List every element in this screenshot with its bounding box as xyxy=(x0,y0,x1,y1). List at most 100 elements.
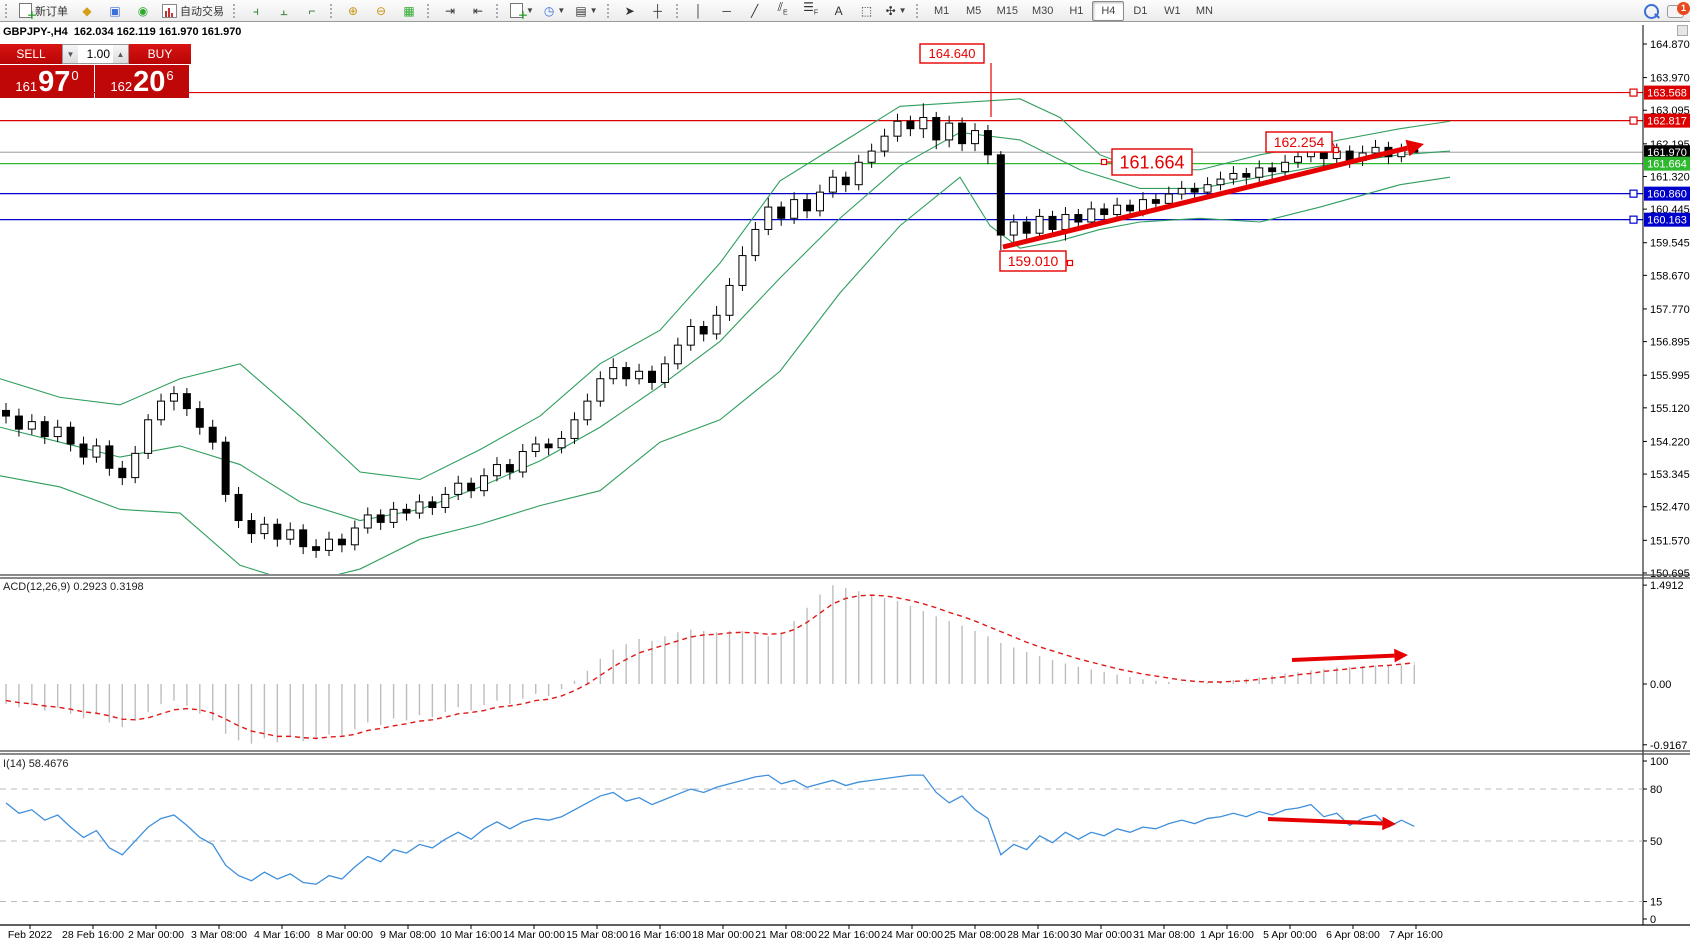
candle xyxy=(919,117,928,130)
time-tick-label: 22 Mar 16:00 xyxy=(818,929,880,941)
volume-decrease-button[interactable]: ▼ xyxy=(63,45,78,63)
candle xyxy=(712,314,721,335)
buy-price[interactable]: 162 20 6 xyxy=(95,65,189,98)
zoom-in-button[interactable]: ⊕ xyxy=(340,1,366,21)
annotation-text: 159.010 xyxy=(1008,253,1059,269)
chart-shift-icon: ⇤ xyxy=(472,3,484,18)
candle xyxy=(932,117,941,141)
fibonacci-button[interactable]: ☰F xyxy=(798,1,824,21)
candle xyxy=(454,482,463,495)
macd-panel xyxy=(5,585,1415,744)
cursor-button[interactable]: ➤ xyxy=(617,1,643,21)
crosshair-icon: ┼ xyxy=(653,3,662,18)
candlestick-chart-button[interactable]: ⫠ xyxy=(271,1,297,21)
candle xyxy=(182,393,191,410)
new-order-icon: ＋ xyxy=(19,3,37,22)
toolbar-grip xyxy=(606,3,612,18)
rsi-label: I(14) 58.4676 xyxy=(3,758,68,770)
candle xyxy=(815,191,824,212)
bar-chart-button[interactable]: ⫞ xyxy=(243,1,269,21)
search-icon[interactable] xyxy=(1644,3,1659,19)
timeframe-m1[interactable]: M1 xyxy=(933,4,950,17)
candle xyxy=(428,501,437,508)
candle xyxy=(505,464,514,473)
timeframe-m30[interactable]: M30 xyxy=(1031,4,1054,17)
candle xyxy=(1022,221,1031,234)
channel-icon: ⫽E xyxy=(777,0,788,17)
bollinger-bands xyxy=(0,98,1451,574)
candle xyxy=(828,176,837,193)
price-axis[interactable]: 164.870163.970163.095162.195161.320160.4… xyxy=(1642,25,1690,926)
signal-icon: ◉ xyxy=(137,3,149,18)
chart-corner-button[interactable] xyxy=(1677,25,1688,36)
auto-trading-button[interactable]: 自动交易 xyxy=(158,1,228,21)
candle xyxy=(79,443,88,458)
volume-increase-button[interactable]: ▲ xyxy=(113,45,128,63)
candle xyxy=(1294,156,1302,163)
channel-button[interactable]: ⫽E xyxy=(770,1,796,21)
trade-top-row: SELL ▼ 1.00 ▲ BUY xyxy=(0,44,191,64)
candle xyxy=(880,135,889,152)
terminal-button[interactable]: ▣ xyxy=(102,1,128,21)
text-button[interactable]: A xyxy=(826,1,852,21)
signal-button[interactable]: ◉ xyxy=(130,1,156,21)
time-tick-label: 9 Mar 08:00 xyxy=(380,929,436,941)
candle xyxy=(996,154,1005,236)
time-axis[interactable]: Feb 2022 28 Feb 16:00 2 Mar 00:00 3 Mar 08:… xyxy=(0,924,1690,941)
cursor-icon: ➤ xyxy=(624,3,635,18)
terminal-icon: ▣ xyxy=(109,3,121,18)
sell-button[interactable]: SELL xyxy=(0,44,62,64)
trendline-button[interactable]: ╱ xyxy=(742,1,768,21)
tile-windows-button[interactable]: ▦ xyxy=(396,1,422,21)
timeframe-m5[interactable]: M5 xyxy=(965,4,982,17)
new-chart-icon: ＋ xyxy=(510,3,528,22)
period-dropdown[interactable]: ◷ ▼ xyxy=(540,1,569,21)
candle xyxy=(234,493,243,522)
chat-bubble-icon[interactable]: 1 xyxy=(1667,1,1690,18)
toolbar-grip xyxy=(675,3,681,18)
chart-shift-button[interactable]: ⇤ xyxy=(465,1,491,21)
candle xyxy=(1048,215,1057,230)
bollinger-middle xyxy=(0,131,1451,522)
timeframe-h1[interactable]: H1 xyxy=(1069,4,1084,17)
candle xyxy=(1138,199,1147,212)
buy-button[interactable]: BUY xyxy=(129,44,191,64)
crosshair-button[interactable]: ┼ xyxy=(645,1,671,21)
rsi-scale-label: 15 xyxy=(1650,897,1662,909)
new-order-button[interactable]: ＋ 新订单 xyxy=(15,1,72,22)
candle xyxy=(312,546,321,551)
time-tick-label: 28 Feb 16:00 xyxy=(62,929,124,941)
timeframe-group: M1 M5 M15 M30 H1 H4 D1 W1 MN xyxy=(926,0,1221,21)
macd-scale-label: 0.00 xyxy=(1650,679,1671,691)
timeframe-h4[interactable]: H4 xyxy=(1092,0,1125,21)
price-tick-label: 163.970 xyxy=(1650,73,1690,85)
candle xyxy=(1216,178,1225,186)
auto-scroll-button[interactable]: ⇥ xyxy=(437,1,463,21)
price-level-label: 161.664 xyxy=(1647,159,1687,171)
arrows-dropdown[interactable]: ✣ ▼ xyxy=(882,1,911,21)
time-tick-label: 5 Apr 00:00 xyxy=(1263,929,1317,941)
vertical-line-button[interactable]: │ xyxy=(686,1,712,21)
candle xyxy=(53,426,62,438)
zoom-out-button[interactable]: ⊖ xyxy=(368,1,394,21)
volume-value[interactable]: 1.00 xyxy=(86,47,110,61)
annotations: 164.640 161.664 162.254 159.010 xyxy=(919,43,1424,831)
time-tick-label: 31 Mar 08:00 xyxy=(1133,929,1195,941)
timeframe-mn[interactable]: MN xyxy=(1195,4,1213,17)
candle xyxy=(803,199,812,212)
timeframe-m15[interactable]: M15 xyxy=(996,4,1018,17)
gold-button[interactable]: ◆ xyxy=(74,1,100,21)
text-label-button[interactable]: ⬚ xyxy=(854,1,880,21)
timeframe-d1[interactable]: D1 xyxy=(1133,4,1148,17)
timeframe-w1[interactable]: W1 xyxy=(1164,4,1181,17)
symbol-period-label: GBPJPY-,H4 xyxy=(3,26,68,38)
toolbar-grip xyxy=(915,3,921,18)
volume-stepper: ▼ 1.00 ▲ xyxy=(62,44,129,64)
sell-price[interactable]: 161 97 0 xyxy=(0,65,94,98)
new-chart-dropdown[interactable]: ＋ ▼ xyxy=(506,1,538,22)
horizontal-line-button[interactable]: ─ xyxy=(714,1,740,21)
line-chart-button[interactable]: ⌐ xyxy=(299,1,325,21)
candle xyxy=(673,344,682,365)
templates-dropdown[interactable]: ▤ ▼ xyxy=(571,1,601,21)
annotation-text: 162.254 xyxy=(1274,134,1325,150)
